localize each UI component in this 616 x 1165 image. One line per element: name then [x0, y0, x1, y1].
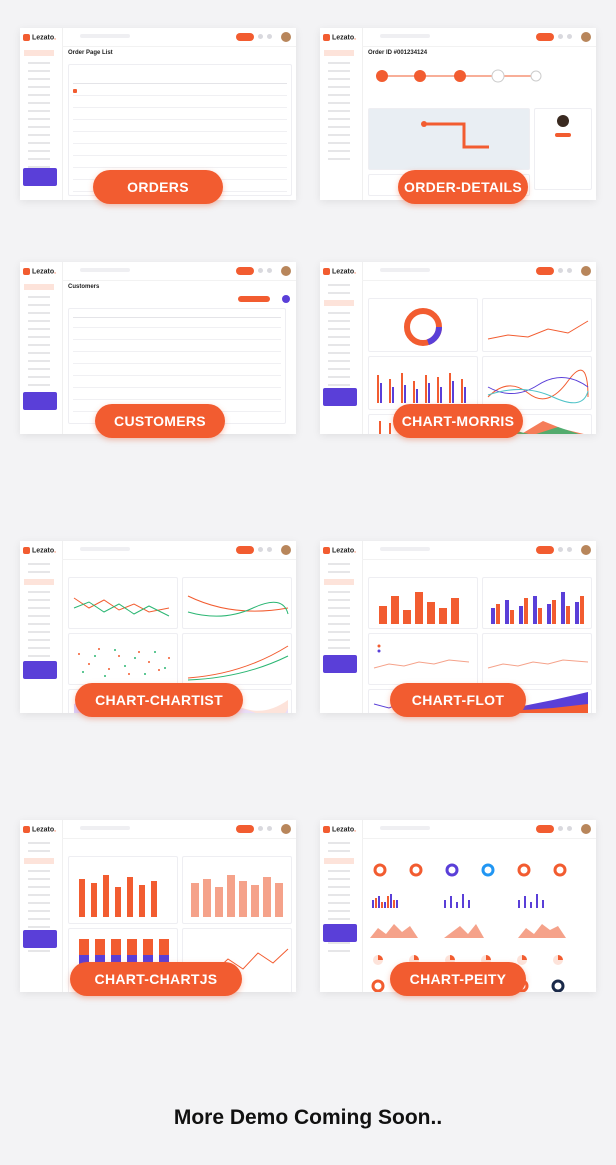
demo-card-chart-flot[interactable]: Lezato. CHART-FLOT [320, 541, 596, 717]
page-title: Order Page List [68, 50, 113, 56]
customers-screenshot: Lezato. Customers [20, 262, 296, 434]
order-progress-steps [376, 69, 542, 83]
generate-report-button[interactable] [236, 33, 254, 41]
chart-flot-screenshot: Lezato. [320, 541, 596, 713]
bell-icon[interactable] [258, 34, 263, 39]
search-input[interactable] [80, 34, 130, 38]
advanced-smil-chart [68, 577, 178, 629]
message-icon[interactable] [267, 34, 272, 39]
demo-card-order-details[interactable]: Lezato. Order ID #001234124 OR [320, 28, 596, 204]
line-scatter-chart [68, 633, 178, 685]
footer-text: More Demo Coming Soon.. [173, 1106, 443, 1129]
line-chart [368, 633, 478, 685]
demo-card-chart-morris[interactable]: Lezato. [320, 262, 596, 438]
demo-label[interactable]: CHART-CHARTIST [75, 683, 243, 717]
sidebar: Lezato. [20, 28, 63, 200]
gradient-bar-chart [182, 856, 292, 924]
demo-label[interactable]: CHART-PEITY [390, 962, 526, 996]
settings-icon[interactable] [282, 295, 290, 303]
demo-card-customers[interactable]: Lezato. Customers CUSTOMERS [20, 262, 296, 438]
page-title: Order ID #001234124 [368, 50, 428, 56]
customer-panel [534, 108, 592, 190]
avatar[interactable] [281, 32, 291, 42]
demo-label[interactable]: CHART-FLOT [390, 683, 526, 717]
demo-label[interactable]: CUSTOMERS [95, 404, 225, 438]
demo-label[interactable]: ORDER-DETAILS [398, 170, 528, 204]
simple-line-chart [182, 577, 292, 629]
demo-label[interactable]: ORDERS [93, 170, 223, 204]
demo-card-chart-peity[interactable]: Lezato. [320, 820, 596, 996]
bar-chart [368, 356, 478, 410]
demo-card-chart-chartjs[interactable]: Lezato. CHART-CHARTJS [20, 820, 296, 996]
demo-card-chart-chartist[interactable]: Lezato. CHART-CHARTIST [20, 541, 296, 717]
line-chart-tooltips [182, 633, 292, 685]
map-panel [368, 108, 530, 170]
demo-label[interactable]: CHART-MORRIS [393, 404, 523, 438]
demo-card-orders[interactable]: Lezato. Order Page List ORDERS [20, 28, 296, 204]
donut-chart [368, 298, 478, 352]
basic-bar-chart [68, 856, 178, 924]
demo-label[interactable]: CHART-CHARTJS [70, 962, 242, 996]
line-chart-2 [482, 633, 592, 685]
logo: Lezato. [23, 34, 56, 41]
grouped-bar-chart [482, 577, 592, 629]
area-line-chart [482, 356, 592, 410]
new-customer-button[interactable] [238, 296, 270, 302]
chart-chartist-screenshot: Lezato. [20, 541, 296, 713]
promo-box [23, 168, 57, 186]
line-chart [482, 298, 592, 352]
bar-chart [368, 577, 478, 629]
page-title: Customers [68, 284, 100, 290]
